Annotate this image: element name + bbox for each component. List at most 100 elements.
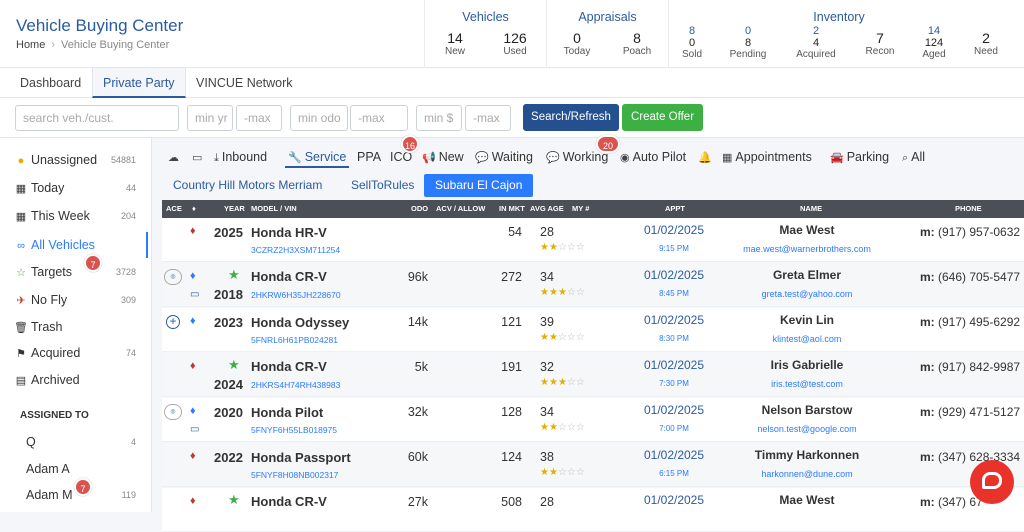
customer-email[interactable]: klintest@aol.com (772, 334, 842, 344)
vehicle-model[interactable]: Honda CR-V (251, 494, 327, 509)
customer-name[interactable]: Timmy Harkonnen (754, 448, 860, 462)
sidebar-item-assignee[interactable]: Adam A (26, 456, 148, 482)
sidebar-item-archived[interactable]: ▤ Archived (14, 367, 148, 393)
tab-parking[interactable]: 🚘 Parking (830, 146, 889, 168)
tab-private-party[interactable]: Private Party (92, 68, 186, 98)
tab-comments[interactable]: ▭ (192, 146, 205, 168)
chat-launcher[interactable] (970, 460, 1014, 504)
col-name[interactable]: NAME (800, 204, 823, 213)
col-my-num[interactable]: MY # (572, 204, 590, 213)
sidebar-item-trash[interactable]: 🗑 Trash (14, 314, 148, 340)
min-odo-input[interactable]: min odo (290, 105, 348, 131)
dealer-country-hill[interactable]: Country Hill Motors Merriam (173, 178, 323, 192)
sidebar-item-this-week[interactable]: ▦ This Week 204 (14, 203, 148, 229)
ace-logo-icon[interactable]: ◎ (164, 404, 182, 420)
customer-name[interactable]: Mae West (779, 493, 835, 507)
stat-need[interactable]: 2 Need (957, 30, 1015, 58)
tab-vincue-network[interactable]: VINCUE Network (196, 76, 293, 90)
appt-date[interactable]: 01/02/2025 (643, 448, 705, 462)
customer-email[interactable]: harkonnen@dune.com (761, 469, 853, 479)
vehicle-vin[interactable]: 5FNYF8H08NB002317 (251, 470, 339, 480)
col-ace[interactable]: ACE (166, 204, 182, 213)
stat-new[interactable]: 14 New (425, 30, 485, 58)
search-refresh-button[interactable]: Search/Refresh (523, 104, 619, 131)
customer-name[interactable]: Greta Elmer (772, 268, 842, 282)
customer-name[interactable]: Kevin Lin (779, 313, 834, 327)
appt-date[interactable]: 01/02/2025 (643, 313, 705, 327)
vehicle-vin[interactable]: 5FNYF6H55LB018975 (251, 425, 338, 435)
customer-name[interactable]: Mae West (779, 223, 835, 237)
max-price-input[interactable]: -max (465, 105, 511, 131)
col-odo[interactable]: ODO (411, 204, 429, 213)
ace-logo-icon[interactable]: ◎ (164, 269, 182, 285)
comment-icon[interactable]: ▭ (190, 424, 200, 435)
customer-phone[interactable]: m: (917) 495-6292 (920, 315, 1020, 329)
col-appt[interactable]: APPT (665, 204, 686, 213)
customer-phone[interactable]: m: (917) 842-9987 (920, 360, 1020, 374)
customer-name[interactable]: Iris Gabrielle (770, 358, 844, 372)
vehicle-model[interactable]: Honda CR-V (251, 359, 327, 374)
breadcrumb-home[interactable]: Home (16, 39, 46, 51)
sidebar-item-no-fly[interactable]: ✈ No Fly 309 (14, 287, 148, 313)
customer-phone[interactable]: m: (347) 628-3334 (920, 450, 1020, 464)
customer-email[interactable]: mae.west@warnerbrothers.com (743, 244, 871, 254)
tab-ppa[interactable]: PPA (357, 150, 382, 164)
customer-phone[interactable]: m: (917) 957-0632 (920, 225, 1020, 239)
stat-aged[interactable]: 14 124 Aged (905, 25, 963, 61)
sidebar-item-unassigned[interactable]: ● Unassigned 54881 (14, 147, 148, 173)
stat-pending[interactable]: 0 8 Pending (719, 25, 777, 61)
vehicle-model[interactable]: Honda CR-V (251, 269, 327, 284)
table-row[interactable]: ♦ 2025 Honda HR-V 3CZRZ2H3XSM711254 54 28 ★★☆☆… (162, 218, 1024, 262)
table-row[interactable]: ♦ ★ Honda CR-V 27k 508 28 01/02/2025 Mae West m:… (162, 488, 1024, 532)
create-offer-button[interactable]: Create Offer (622, 104, 703, 131)
customer-email[interactable]: nelson.test@google.com (757, 424, 857, 434)
tab-auto-pilot[interactable]: ◉ Auto Pilot (620, 146, 686, 168)
appt-date[interactable]: 01/02/2025 (643, 223, 705, 237)
sidebar-item-assignee[interactable]: Adam M 119 (26, 482, 148, 508)
col-model-vin[interactable]: MODEL / VIN (251, 204, 297, 213)
vehicle-model[interactable]: Honda Odyssey (251, 315, 350, 330)
vehicle-vin[interactable]: 2HKRS4H74RH438983 (251, 380, 341, 390)
col-in-mkt[interactable]: IN MKT (499, 204, 525, 213)
customer-phone[interactable]: m: (929) 471-5127 (920, 405, 1020, 419)
tab-dashboard[interactable]: Dashboard (20, 76, 82, 90)
sidebar-item-today[interactable]: ▦ Today 44 (14, 175, 148, 201)
appt-date[interactable]: 01/02/2025 (643, 403, 705, 417)
tab-new[interactable]: 📢 New (422, 146, 464, 168)
appt-date[interactable]: 01/02/2025 (643, 268, 705, 282)
target-star-icon[interactable]: ★ (228, 357, 240, 372)
tab-working[interactable]: 💬 Working (546, 146, 608, 168)
col-phone[interactable]: PHONE (955, 204, 982, 213)
customer-phone[interactable]: m: (646) 705-5477 (920, 270, 1020, 284)
search-input[interactable]: search veh./cust. (15, 105, 179, 131)
sidebar-item-acquired[interactable]: ⚑ Acquired 74 (14, 340, 148, 366)
vehicle-model[interactable]: Honda Pilot (251, 405, 324, 420)
sidebar-item-all-vehicles[interactable]: ∞ All Vehicles (14, 232, 148, 258)
stat-sold[interactable]: 8 0 Sold (663, 25, 721, 61)
stat-poach[interactable]: 8 Poach (607, 30, 667, 58)
customer-phone[interactable]: m: (347) 67 (920, 495, 983, 509)
dealer-selltorules[interactable]: SellToRules (351, 178, 415, 192)
max-year-input[interactable]: -max (236, 105, 282, 131)
min-year-input[interactable]: min yr (187, 105, 233, 131)
tab-all[interactable]: ⌕ All (902, 146, 925, 168)
max-odo-input[interactable]: -max (350, 105, 408, 131)
vehicle-vin[interactable]: 3CZRZ2H3XSM711254 (251, 245, 341, 255)
vehicle-vin[interactable]: 2HKRW6H35JH228670 (251, 290, 341, 300)
sidebar-item-targets[interactable]: ☆ Targets 3728 (14, 259, 148, 285)
col-acv-allow[interactable]: ACV / ALLOW (436, 204, 486, 213)
comment-icon[interactable]: ▭ (190, 289, 200, 300)
stat-used[interactable]: 126 Used (485, 30, 545, 58)
tab-ico[interactable]: ICO (390, 150, 413, 164)
vehicle-model[interactable]: Honda Passport (251, 450, 351, 465)
dealer-subaru-el-cajon[interactable]: Subaru El Cajon (424, 174, 534, 197)
col-avg-age[interactable]: AVG AGE (530, 204, 564, 213)
customer-name[interactable]: Nelson Barstow (761, 403, 853, 417)
tab-waiting[interactable]: 💬 Waiting (475, 146, 533, 168)
vehicle-model[interactable]: Honda HR-V (251, 225, 327, 240)
table-row[interactable]: ♦ 2022 Honda Passport 5FNYF8H08NB002317 60k 1… (162, 443, 1024, 487)
tab-notifications[interactable]: 🔔 (698, 146, 715, 168)
min-price-input[interactable]: min $ (416, 105, 462, 131)
customer-email[interactable]: iris.test@test.com (771, 379, 843, 389)
